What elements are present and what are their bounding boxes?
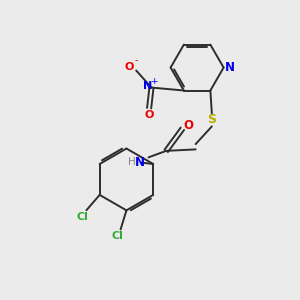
Text: Cl: Cl — [77, 212, 89, 222]
Text: Cl: Cl — [112, 231, 124, 241]
Text: N: N — [225, 61, 235, 74]
Text: H: H — [128, 157, 136, 167]
Text: +: + — [150, 76, 158, 85]
Text: O: O — [144, 110, 154, 120]
Text: O: O — [125, 62, 134, 72]
Text: S: S — [207, 113, 216, 126]
Text: -: - — [135, 55, 139, 65]
Text: O: O — [183, 119, 193, 132]
Text: N: N — [135, 156, 145, 169]
Text: N: N — [143, 81, 152, 92]
